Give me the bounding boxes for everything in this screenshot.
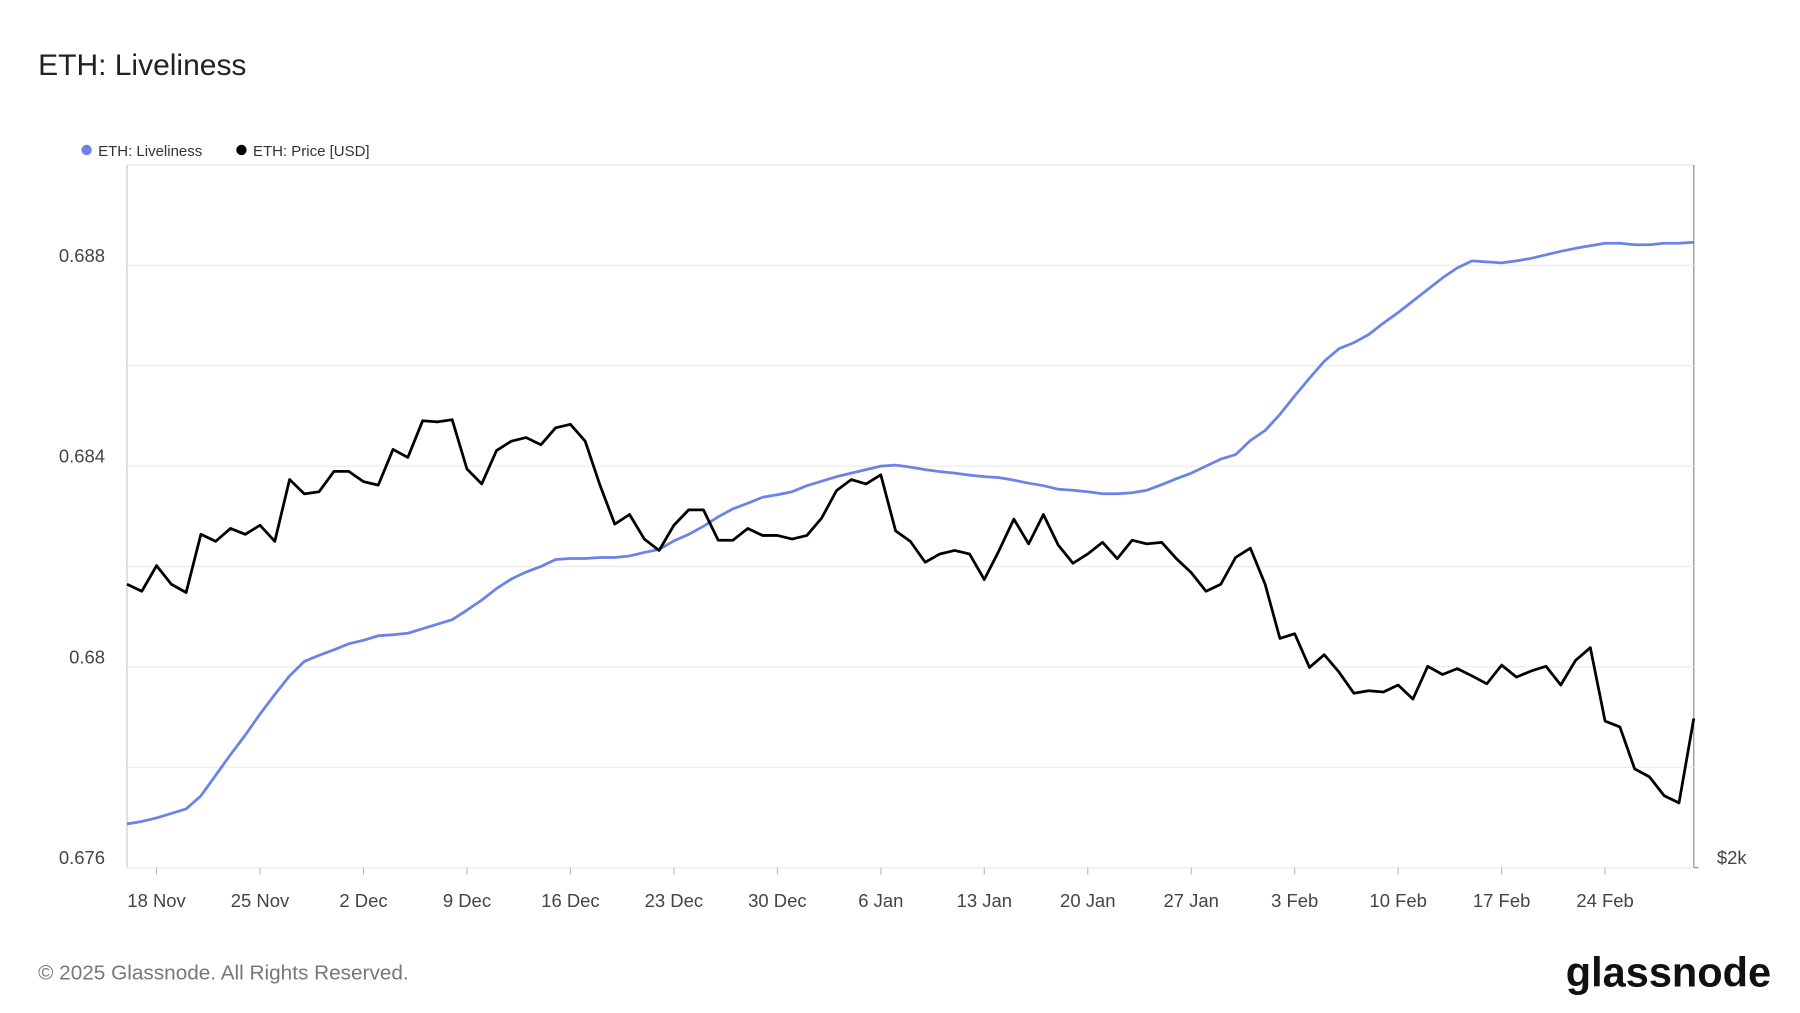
series-line <box>126 418 1696 805</box>
y-tick-label: 0.676 <box>59 847 105 868</box>
y-tick-label: 0.68 <box>69 646 105 667</box>
x-tick-label: 27 Jan <box>1164 890 1219 911</box>
x-tick-label: 23 Dec <box>645 890 703 911</box>
legend-label: ETH: Liveliness <box>98 143 202 160</box>
brand-logo: glassnode <box>1566 948 1771 995</box>
y2-tick-label: $2k <box>1717 847 1748 868</box>
y-tick-label: 0.688 <box>59 245 105 266</box>
legend-label: ETH: Price [USD] <box>253 143 370 160</box>
x-tick-label: 13 Jan <box>957 890 1012 911</box>
legend-marker <box>81 144 92 156</box>
x-tick-label: 9 Dec <box>443 890 491 911</box>
x-tick-label: 3 Feb <box>1271 890 1318 911</box>
x-tick-label: 16 Dec <box>541 890 599 911</box>
chart-title: ETH: Liveliness <box>38 49 246 82</box>
x-tick-label: 18 Nov <box>127 890 186 911</box>
footer: © 2025 Glassnode. All Rights Reserved. <box>38 962 409 985</box>
x-tick-label: 20 Jan <box>1060 890 1115 911</box>
legend-marker <box>236 144 247 156</box>
x-tick-label: 6 Jan <box>858 890 903 911</box>
series-line <box>126 240 1694 826</box>
x-tick-label: 30 Dec <box>748 890 806 911</box>
y-tick-label: 0.684 <box>59 446 105 467</box>
x-tick-label: 2 Dec <box>339 890 387 911</box>
x-tick-label: 24 Feb <box>1576 890 1633 911</box>
x-tick-label: 10 Feb <box>1369 890 1426 911</box>
x-tick-label: 17 Feb <box>1473 890 1530 911</box>
x-tick-label: 25 Nov <box>231 890 290 911</box>
